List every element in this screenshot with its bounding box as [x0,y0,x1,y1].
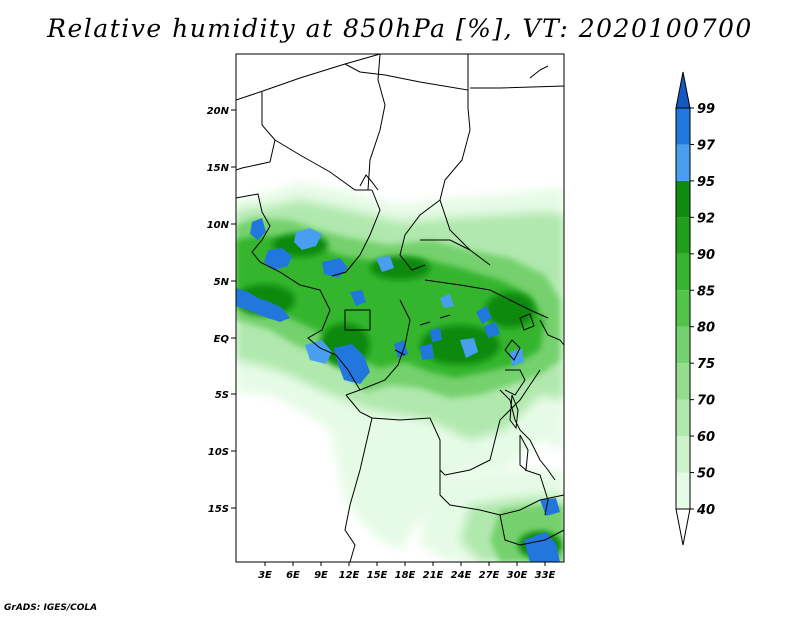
lat-tick-label: 10N [207,220,230,231]
lon-tick-label: 27E [479,570,500,581]
lon-tick-label: 3E [258,570,272,581]
colorbar-segment [676,363,690,400]
colorbar-segment [676,290,690,327]
lon-tick-label: 18E [395,570,416,581]
lat-tick-label: EQ [214,334,230,345]
humidity-field [236,54,564,562]
longitude-axis: 3E 6E 9E 12E 15E 18E 21E 24E 27E 30E 33E [258,562,556,581]
lon-tick-label: 12E [339,570,360,581]
lakes [419,313,535,471]
lat-tick-label: 10S [208,447,229,458]
colorbar-segment [676,253,690,291]
lon-tick-label: 33E [535,570,556,581]
colorbar-label: 40 [696,503,715,518]
grads-credit: GrADS: IGES/COLA [4,603,98,613]
colorbar-segment [676,436,690,473]
lon-tick-label: 24E [451,570,472,581]
colorbar-label: 99 [697,102,715,117]
colorbar-label: 50 [697,467,715,482]
colorbar-label: 90 [697,248,715,263]
latitude-axis: 20N 15N 10N 5N EQ 5S 10S 15S [207,106,236,515]
lon-tick-label: 15E [367,570,388,581]
colorbar-label: 70 [697,394,715,409]
colorbar-label: 80 [697,321,715,336]
lon-tick-label: 6E [286,570,300,581]
colorbar-segment [676,472,690,509]
lon-tick-label: 9E [314,570,328,581]
colorbar-lower-extension [675,508,691,546]
lat-tick-label: 15S [208,504,229,515]
lat-tick-label: 15N [207,163,230,174]
colorbar-segment [676,326,690,364]
humidity-saturated-patches [236,218,560,562]
lon-tick-label: 21E [423,570,444,581]
colorbar-segment [676,217,690,254]
map-frame [235,53,565,563]
colorbar-upper-extension [675,71,691,109]
colorbar-label: 97 [697,138,716,153]
colorbar: 40 50 60 70 75 80 85 90 92 95 97 99 [675,71,716,546]
colorbar-label: 85 [697,284,715,299]
colorbar-segment [676,108,690,145]
colorbar-segment [676,399,690,437]
country-borders [236,54,564,562]
colorbar-label: 95 [697,175,715,190]
colorbar-label: 75 [697,357,715,372]
lat-tick-label: 5N [214,277,230,288]
colorbar-label: 60 [697,430,715,445]
map-title: Relative humidity at 850hPa [%], VT: 202… [47,14,753,43]
lon-tick-label: 30E [507,570,528,581]
lat-tick-label: 20N [207,106,230,117]
colorbar-label: 92 [697,211,715,226]
colorbar-outline [675,107,691,510]
lat-tick-label: 5S [215,390,229,401]
colorbar-segment [676,180,690,218]
colorbar-segment [676,144,690,181]
